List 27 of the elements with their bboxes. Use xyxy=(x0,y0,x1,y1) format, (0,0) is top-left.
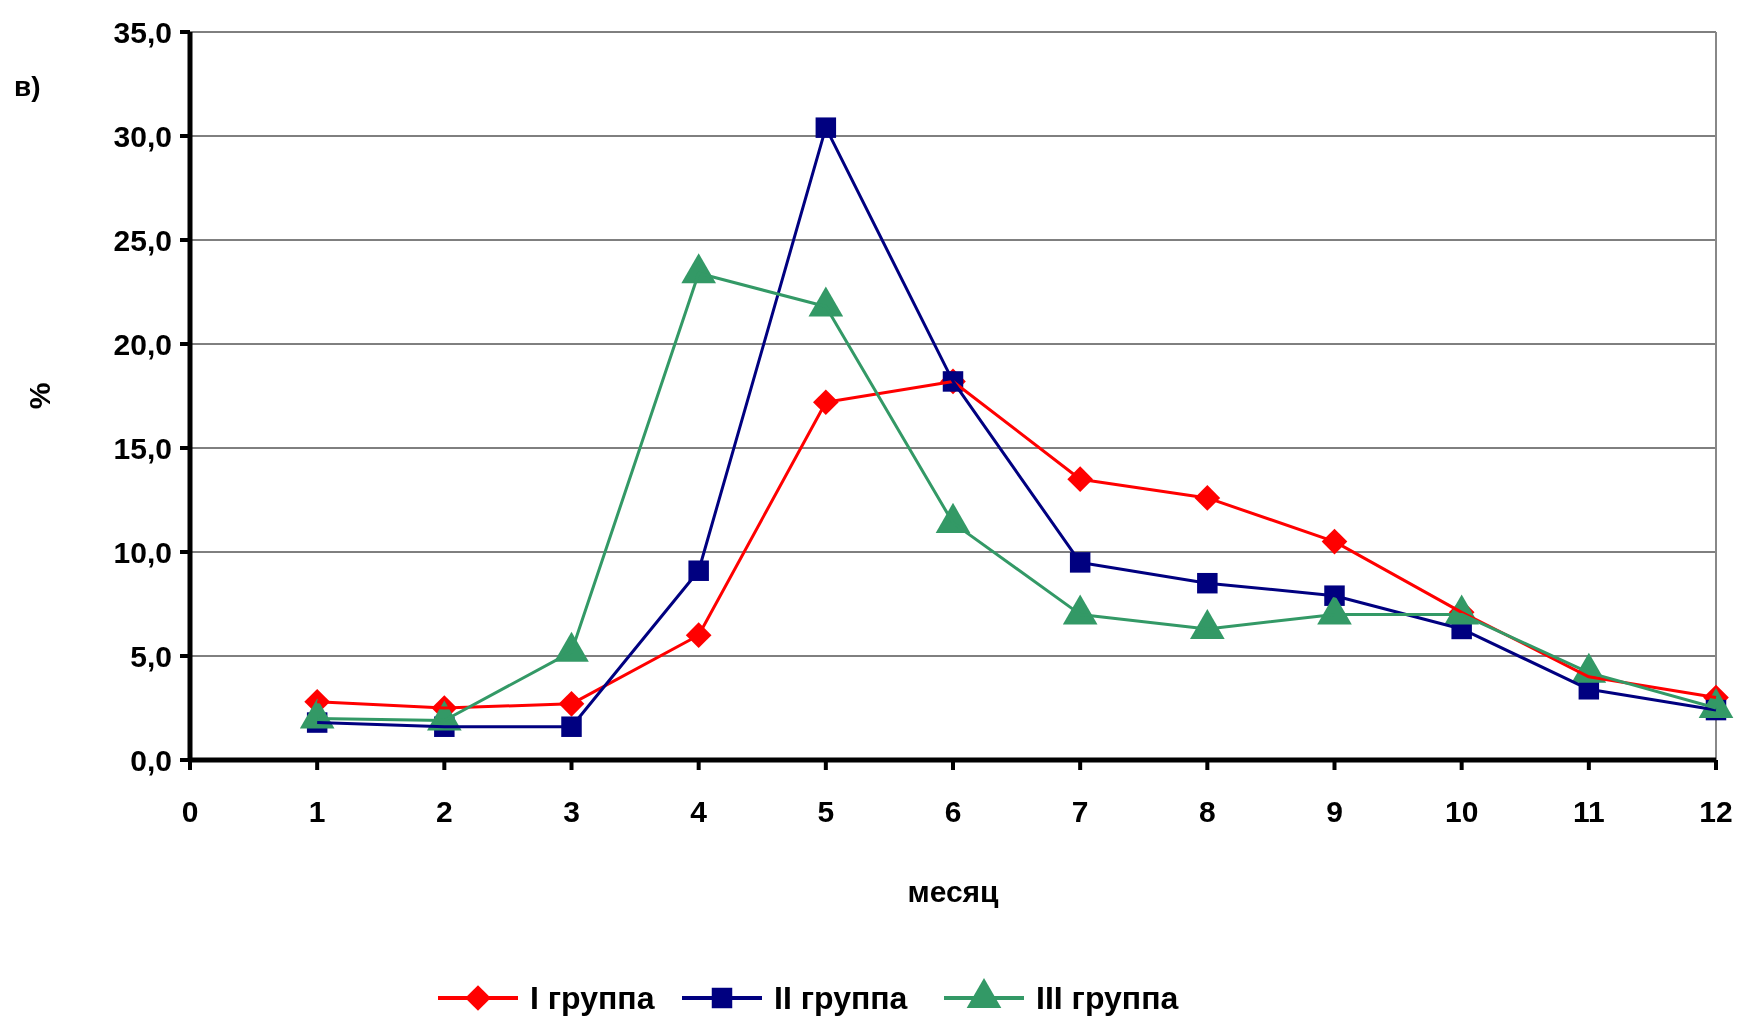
x-tick-label: 2 xyxy=(435,795,453,828)
x-tick-label: 8 xyxy=(1198,795,1216,828)
x-tick-label: 7 xyxy=(1071,795,1089,828)
text: в) xyxy=(14,71,41,102)
x-axis-title: месяц xyxy=(907,875,1000,908)
x-tick-label: 11 xyxy=(1572,795,1605,828)
y-tick-label: 30,0 xyxy=(113,119,172,153)
y-tick-label: 20,0 xyxy=(113,327,172,361)
x-tick-label: 12 xyxy=(1699,795,1733,828)
x-tick-label: 1 xyxy=(308,795,326,828)
legend-label: I группа xyxy=(530,980,655,1017)
x-tick-label: 10 xyxy=(1444,795,1479,828)
x-tick-label: 0 xyxy=(181,795,199,828)
y-tick-label: 0,0 xyxy=(130,743,172,777)
y-tick-label: 35,0 xyxy=(113,15,172,49)
x-tick-label: 3 xyxy=(563,795,580,828)
y-tick-label: 25,0 xyxy=(113,223,172,257)
y-tick-label: 15,0 xyxy=(113,431,172,465)
x-tick-label: 9 xyxy=(1326,795,1343,828)
legend-label: II группа xyxy=(774,980,908,1017)
y-tick-label: 5,0 xyxy=(130,639,172,673)
legend-label: III группа xyxy=(1036,980,1179,1017)
x-tick-label: 4 xyxy=(690,795,708,828)
y-tick-label: 10,0 xyxy=(113,535,172,569)
x-tick-label: 6 xyxy=(944,795,962,828)
x-tick-label: 5 xyxy=(817,795,835,828)
y-axis-title: % xyxy=(23,382,56,410)
